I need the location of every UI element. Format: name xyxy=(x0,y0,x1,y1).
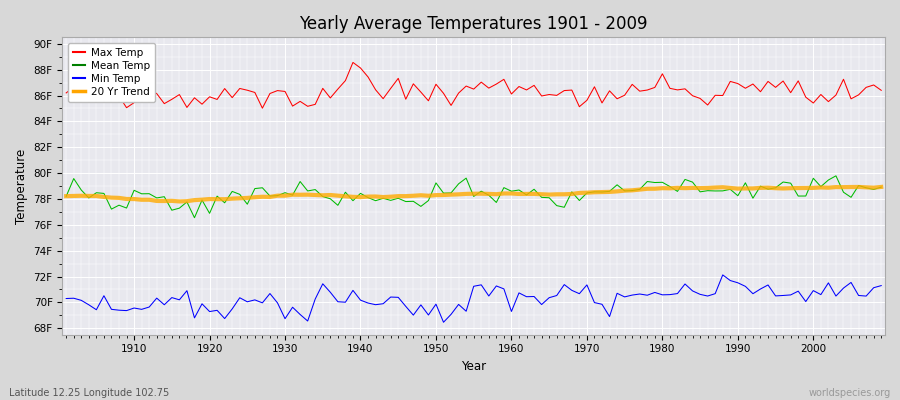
X-axis label: Year: Year xyxy=(461,360,486,373)
Legend: Max Temp, Mean Temp, Min Temp, 20 Yr Trend: Max Temp, Mean Temp, Min Temp, 20 Yr Tre… xyxy=(68,42,155,102)
Text: Latitude 12.25 Longitude 102.75: Latitude 12.25 Longitude 102.75 xyxy=(9,388,169,398)
Text: worldspecies.org: worldspecies.org xyxy=(809,388,891,398)
Y-axis label: Temperature: Temperature xyxy=(15,148,28,224)
Title: Yearly Average Temperatures 1901 - 2009: Yearly Average Temperatures 1901 - 2009 xyxy=(300,15,648,33)
